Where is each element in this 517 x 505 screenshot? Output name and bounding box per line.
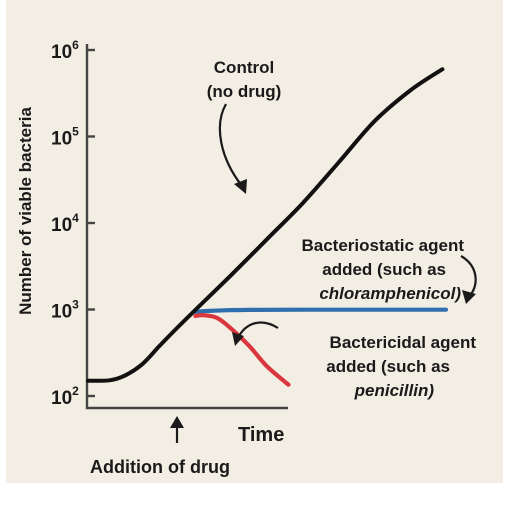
- arrow-head: [462, 290, 476, 304]
- annotation-bacteriostatic-line-3: chloramphenicol): [319, 284, 461, 303]
- annotation-bacteriostatic-line-2: added (such as: [322, 260, 446, 279]
- y-ticks: 102 103 104 105 106: [51, 38, 95, 409]
- y-tick-label-0: 102: [51, 384, 79, 409]
- series-layer: [86, 67, 449, 387]
- up-arrow-head: [170, 416, 184, 428]
- annotation-bactericidal: Bactericidal agent added (such as penici…: [232, 321, 477, 400]
- y-tick-label-3: 105: [51, 125, 79, 150]
- annotation-bacteriostatic-line-1: Bacteriostatic agent: [302, 236, 465, 255]
- arrow-head: [232, 332, 244, 346]
- annotation-bactericidal-line-1: Bactericidal agent: [330, 333, 477, 352]
- x-axis-label: Time: [238, 424, 284, 446]
- curved-arrow-icon: [218, 103, 243, 187]
- annotation-control: Control (no drug): [207, 58, 282, 194]
- annotation-bacteriostatic: Bacteriostatic agent added (such as chlo…: [302, 236, 477, 304]
- y-axis-label: Number of viable bacteria: [16, 107, 35, 315]
- annotation-bactericidal-line-3: penicillin): [354, 381, 435, 400]
- growth-curve-chart: Number of viable bacteria 10210310410510…: [16, 38, 477, 477]
- annotation-control-line-1: Control: [214, 58, 274, 77]
- chart-panel: Number of viable bacteria 102 103 104 105 10…: [6, 0, 503, 483]
- drug-addition-label: Addition of drug: [90, 457, 230, 477]
- annotation-control-line-2: (no drug): [207, 82, 282, 101]
- series-line-control-curve: [86, 67, 445, 383]
- annotation-bactericidal-line-2: added (such as: [326, 357, 450, 376]
- y-tick-label-4: 106: [51, 38, 79, 63]
- series-line-bactericidal-curve: [193, 313, 291, 387]
- arrow-head: [234, 179, 247, 194]
- drug-addition-marker: Addition of drug: [90, 416, 230, 477]
- y-tick-label-1: 103: [51, 298, 79, 323]
- series-line-bacteriostatic-curve: [193, 307, 449, 314]
- y-tick-label-2: 104: [51, 211, 79, 236]
- curved-arrow-icon: [237, 321, 279, 339]
